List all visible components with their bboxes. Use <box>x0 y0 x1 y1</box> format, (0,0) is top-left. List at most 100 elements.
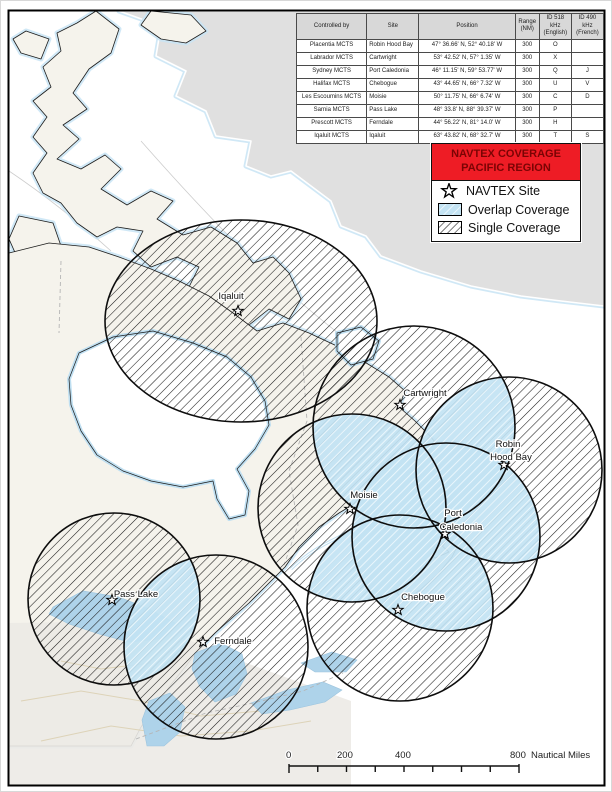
scale-label: 400 <box>395 750 411 761</box>
cell-site: Moisie <box>366 90 420 105</box>
cell-id518: X <box>538 51 572 66</box>
table-row: Les Escoumins MCTS Moisie 50° 11.75' N, … <box>295 90 605 105</box>
province-border <box>58 260 62 334</box>
legend-item-label: NAVTEX Site <box>466 183 541 198</box>
cell-id490 <box>570 51 605 66</box>
cell-site: Pass Lake <box>366 103 420 118</box>
table-row: Placentia MCTS Robin Hood Bay 47° 36.66'… <box>295 38 605 53</box>
cell-range: 300 <box>514 64 540 79</box>
cell-id490 <box>570 103 605 118</box>
cell-controlled-by: Sarnia MCTS <box>295 103 368 118</box>
legend-item-label: Single Coverage <box>468 220 561 235</box>
road-line <box>40 720 312 742</box>
coverage-circle-outlines <box>27 219 603 740</box>
cell-controlled-by: Iqaluit MCTS <box>295 129 368 144</box>
site-label: Hood Bay <box>490 452 532 463</box>
cell-range: 300 <box>514 90 540 105</box>
cell-site: Chebogue <box>366 77 420 92</box>
legend-item-single-coverage: Single Coverage <box>432 219 580 241</box>
cell-id518: H <box>538 116 572 131</box>
cell-range: 300 <box>514 116 540 131</box>
site-label: Cartwright <box>403 388 447 399</box>
legend-title: NAVTEX COVERAGE PACIFIC REGION <box>432 144 580 181</box>
cell-position: 44° 56.22' N, 81° 14.0' W <box>418 116 516 131</box>
cell-site: Iqaluit <box>366 129 420 144</box>
site-label: Robin <box>496 439 521 450</box>
scale-unit: Nautical Miles <box>531 750 590 761</box>
cell-position: 50° 11.75' N, 66° 6.74' W <box>418 90 516 105</box>
site-label: Ferndale <box>214 636 252 647</box>
table-row: Sydney MCTS Port Caledonia 46° 11.15' N,… <box>295 64 605 79</box>
cell-range: 300 <box>514 51 540 66</box>
col-header-position: Position <box>418 13 516 40</box>
cell-id518: T <box>538 129 572 144</box>
col-header-id490: ID 490 kHz (French) <box>570 13 605 40</box>
site-label: Iqaluit <box>218 291 244 302</box>
star-icon <box>441 182 457 198</box>
cell-id518: O <box>538 38 572 53</box>
site-label: Caledonia <box>440 522 483 533</box>
legend-title-line2: PACIFIC REGION <box>461 161 551 174</box>
table-header-row: Controlled by Site Position Range (NM) I… <box>295 13 605 40</box>
table-row: Sarnia MCTS Pass Lake 48° 33.8' N, 88° 3… <box>295 103 605 118</box>
legend-title-line1: NAVTEX COVERAGE <box>451 148 561 160</box>
legend-item-overlap-coverage: Overlap Coverage <box>432 201 580 219</box>
cell-id518: Q <box>538 64 572 79</box>
cell-site: Port Caledonia <box>366 64 420 79</box>
cell-site: Robin Hood Bay <box>366 38 420 53</box>
single-swatch-icon <box>438 221 462 234</box>
map-frame <box>7 9 606 787</box>
cell-range: 300 <box>514 103 540 118</box>
cell-id490: S <box>570 129 605 144</box>
cell-controlled-by: Labrador MCTS <box>295 51 368 66</box>
cell-position: 43° 44.65' N, 66° 7.32' W <box>418 77 516 92</box>
legend-item-navtex-site: NAVTEX Site <box>432 181 580 201</box>
cell-id518: P <box>538 103 572 118</box>
overlap-swatch-icon <box>438 203 462 216</box>
cell-position: 46° 11.15' N, 59° 53.77' W <box>418 64 516 79</box>
cell-controlled-by: Halifax MCTS <box>295 77 368 92</box>
cell-controlled-by: Prescott MCTS <box>295 116 368 131</box>
cell-position: 53° 42.52' N, 57° 1.35' W <box>418 51 516 66</box>
table-row: Labrador MCTS Cartwright 53° 42.52' N, 5… <box>295 51 605 66</box>
col-header-range: Range (NM) <box>514 13 540 40</box>
table-row: Iqaluit MCTS Iqaluit 63° 43.82' N, 68° 3… <box>295 129 605 144</box>
cell-range: 300 <box>514 77 540 92</box>
site-label: Chebogue <box>401 592 445 603</box>
col-header-id518: ID 518 kHz (English) <box>538 13 572 40</box>
site-label: Moisie <box>350 490 377 501</box>
cell-range: 300 <box>514 38 540 53</box>
scale-label: 200 <box>337 750 353 761</box>
scale-bar: 0 200 400 800 Nautical Miles <box>285 749 592 773</box>
legend-item-label: Overlap Coverage <box>468 202 570 217</box>
table-row: Prescott MCTS Ferndale 44° 56.22' N, 81°… <box>295 116 605 131</box>
cell-id490: V <box>570 77 605 92</box>
table-row: Halifax MCTS Chebogue 43° 44.65' N, 66° … <box>295 77 605 92</box>
cell-id518: U <box>538 77 572 92</box>
graticule-line <box>9 170 112 252</box>
cell-site: Cartwright <box>366 51 420 66</box>
site-label: Port <box>444 508 462 519</box>
cell-position: 63° 43.82' N, 68° 32.7' W <box>418 129 516 144</box>
cell-position: 48° 33.8' N, 88° 39.37' W <box>418 103 516 118</box>
site-label: Pass Lake <box>114 589 158 600</box>
cell-id490 <box>570 38 605 53</box>
cell-range: 300 <box>514 129 540 144</box>
cell-controlled-by: Placentia MCTS <box>295 38 368 53</box>
cell-id490: J <box>570 64 605 79</box>
cell-id518: C <box>538 90 572 105</box>
col-header-controlled-by: Controlled by <box>295 13 368 40</box>
cell-position: 47° 36.66' N, 52° 40.18' W <box>418 38 516 53</box>
cell-controlled-by: Sydney MCTS <box>295 64 368 79</box>
scale-label: 0 <box>286 750 291 761</box>
scale-label: 800 <box>510 750 526 761</box>
col-header-site: Site <box>366 13 420 40</box>
site-labels: Iqaluit Cartwright Robin Hood Bay Moisie… <box>113 290 534 649</box>
cell-controlled-by: Les Escoumins MCTS <box>295 90 368 105</box>
coverage-table: Controlled by Site Position Range (NM) I… <box>295 13 605 144</box>
cell-site: Ferndale <box>366 116 420 131</box>
cell-id490: D <box>570 90 605 105</box>
legend: NAVTEX COVERAGE PACIFIC REGION NAVTEX Si… <box>431 143 581 242</box>
cell-id490 <box>570 116 605 131</box>
